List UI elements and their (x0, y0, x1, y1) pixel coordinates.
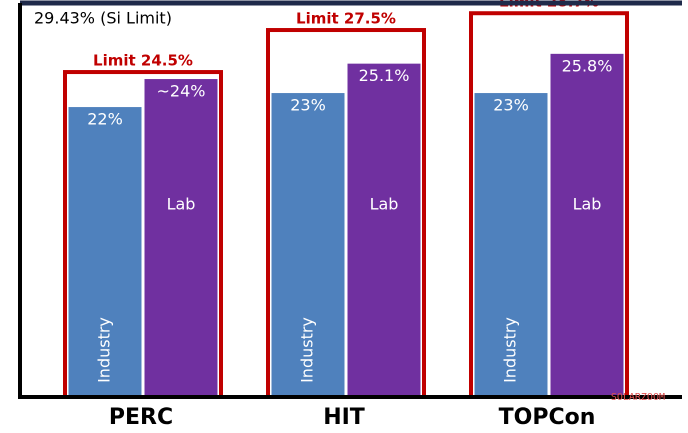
bar (144, 79, 218, 397)
bar (68, 107, 142, 398)
bar (271, 93, 345, 397)
watermark: SOLARZOOM (611, 392, 665, 403)
x-tick-label: HIT (323, 405, 365, 430)
x-tick-label: TOPCon (499, 405, 596, 430)
series-label: Industry (95, 317, 114, 383)
series-label: Lab (167, 195, 196, 214)
bar (347, 63, 421, 398)
limit-label: Limit 27.5% (296, 10, 396, 28)
series-label: Industry (501, 317, 520, 383)
x-tick-label: PERC (109, 405, 173, 430)
limit-label: Limit 24.5% (93, 52, 193, 70)
value-label: ~24% (157, 82, 206, 101)
value-label: 25.1% (359, 66, 410, 85)
si-limit-label: 29.43% (Si Limit) (34, 9, 172, 28)
series-label: Industry (298, 317, 317, 383)
value-label: 25.8% (562, 56, 613, 75)
value-label: 23% (290, 96, 326, 115)
series-label: Lab (573, 195, 602, 214)
value-label: 22% (87, 110, 123, 129)
value-label: 23% (493, 96, 529, 115)
bar (550, 53, 624, 397)
series-label: Lab (370, 195, 399, 214)
bar (474, 93, 548, 397)
